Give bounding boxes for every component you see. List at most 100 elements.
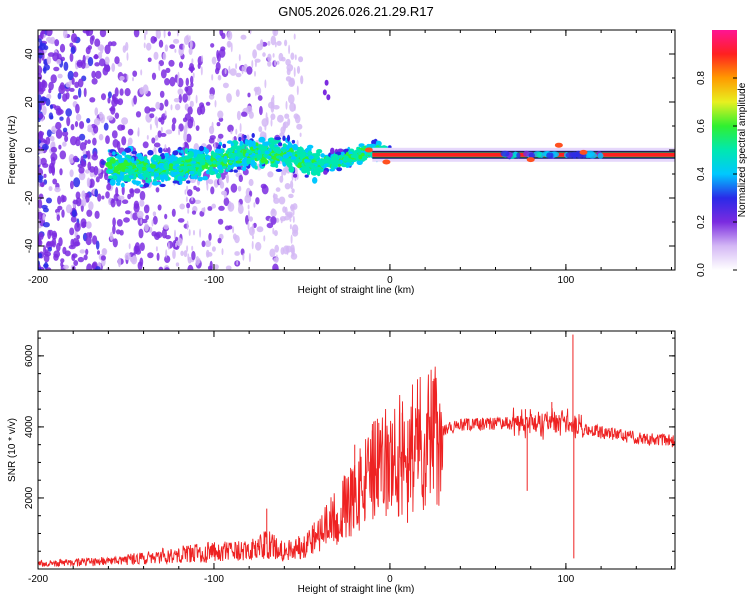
- spectrogram-cell: [225, 150, 229, 154]
- spectrogram-cell: [371, 139, 377, 145]
- spectrogram-cell: [111, 130, 118, 139]
- spectrogram-cell: [119, 176, 124, 180]
- spectrogram-cell: [121, 185, 125, 196]
- spectrogram-cell: [177, 88, 184, 96]
- snr-series-layer: [38, 334, 675, 568]
- spectrogram-cell: [190, 75, 194, 84]
- spectrogram-cell: [232, 153, 237, 157]
- spectrogram-cell: [188, 47, 193, 55]
- spectrogram-cell: [251, 152, 256, 157]
- spectrogram-cell: [282, 135, 286, 142]
- spectrogram-cell: [131, 150, 138, 155]
- spectrogram-cell: [247, 210, 250, 220]
- spectrogram-cell: [153, 36, 158, 42]
- spectrogram-cell: [149, 107, 156, 112]
- spectrogram-cell: [253, 202, 256, 208]
- spectrogram-cell: [296, 85, 299, 96]
- spectrogram-cell: [264, 124, 267, 131]
- spectrogram-cell: [186, 202, 191, 209]
- spectrogram-cell: [52, 178, 58, 185]
- spectrogram-cell: [316, 149, 323, 154]
- spectrogram-cell: [40, 96, 48, 102]
- colorbar-tick-label: 0.0: [696, 263, 707, 277]
- spectrogram-cell: [230, 183, 238, 193]
- spectrogram-cell: [206, 182, 209, 191]
- spectrogram-cell: [149, 113, 155, 119]
- spectrogram-cell: [228, 42, 230, 48]
- spectrogram-cell: [156, 122, 159, 129]
- spectrogram-cell: [172, 180, 179, 184]
- spectrogram-cell: [192, 72, 195, 79]
- spectrogram-cell: [291, 171, 294, 181]
- spectrogram-cell: [73, 71, 79, 78]
- spectrogram-cell: [336, 167, 343, 172]
- spectrogram-cell: [291, 188, 295, 194]
- spectrogram-cell: [246, 157, 251, 165]
- spectrogram-cell: [283, 215, 290, 221]
- spectrogram-cell: [294, 114, 301, 124]
- spectrogram-cell: [79, 121, 85, 129]
- spectrogram-cell: [191, 161, 197, 164]
- spectrogram-cell: [370, 143, 376, 148]
- spectrogram-cell: [327, 164, 331, 168]
- spectrogram-cell: [195, 94, 198, 104]
- spectrogram-cell: [178, 128, 181, 136]
- spectrogram-cell: [76, 234, 80, 240]
- spectrogram-cell: [264, 141, 270, 146]
- spectrogram-cell: [185, 172, 189, 178]
- spectrogram-cell: [38, 149, 44, 154]
- spectrogram-cell: [188, 35, 191, 41]
- spectrogram-cell: [52, 232, 57, 238]
- spectrogram-cell: [375, 140, 382, 147]
- spectrogram-cell: [187, 151, 194, 158]
- spectrogram-cell: [147, 57, 152, 63]
- spectrogram-cell: [179, 157, 186, 162]
- spectrogram-cell: [38, 73, 43, 81]
- spectrogram-cell: [158, 63, 161, 71]
- spectrogram-cell: [124, 88, 131, 97]
- spectrogram-cell: [282, 143, 287, 148]
- spectrogram-cell: [290, 234, 293, 244]
- spectrogram-cell: [115, 186, 119, 197]
- spectrogram-cell: [189, 165, 195, 171]
- spectrogram-cell: [163, 224, 169, 230]
- spectrogram-cell: [187, 189, 193, 197]
- spectrogram-cell: [73, 260, 79, 266]
- spectrogram-cell: [121, 199, 129, 204]
- spectrogram-cell: [50, 104, 53, 110]
- spectrogram-cell: [164, 152, 170, 158]
- spectrogram-cell: [139, 199, 145, 207]
- spectrogram-cell: [172, 249, 176, 260]
- spectrogram-cell: [316, 171, 321, 177]
- spectrogram-cell: [236, 260, 239, 266]
- spectrogram-cell: [263, 235, 266, 242]
- spectrogram-cell: [169, 44, 176, 49]
- colorbar-tick-label: 0.6: [696, 119, 707, 133]
- spectrogram-cell: [228, 65, 231, 74]
- spectrogram-cell: [38, 211, 44, 220]
- spectrogram-cell: [266, 222, 274, 229]
- spectrogram-cell: [276, 60, 280, 65]
- spectrogram-cell: [43, 66, 47, 74]
- spectrogram-cell: [108, 175, 114, 180]
- spectrogram-cell: [155, 155, 162, 161]
- spectrogram-cell: [171, 208, 176, 217]
- spectrogram-y-tick-label: 40: [24, 48, 35, 60]
- spectrogram-cell: [164, 166, 170, 170]
- spectrogram-cell: [182, 117, 188, 123]
- spectrogram-cell: [199, 145, 204, 152]
- spectrogram-cell: [221, 248, 224, 256]
- spectrogram-cell: [216, 53, 221, 62]
- spectrogram-cell: [191, 196, 194, 201]
- spectrogram-cell: [164, 213, 168, 220]
- spectrogram-cell: [81, 197, 87, 207]
- spectrogram-cell: [77, 256, 85, 263]
- spectrogram-cell: [251, 240, 254, 250]
- spectrogram-cell: [127, 137, 133, 146]
- spectrogram-cell: [186, 185, 189, 191]
- spectrogram-cell: [87, 139, 91, 144]
- spectrogram-cell: [272, 263, 279, 270]
- spectrogram-cell: [99, 45, 104, 54]
- spectrogram-cell: [60, 258, 65, 263]
